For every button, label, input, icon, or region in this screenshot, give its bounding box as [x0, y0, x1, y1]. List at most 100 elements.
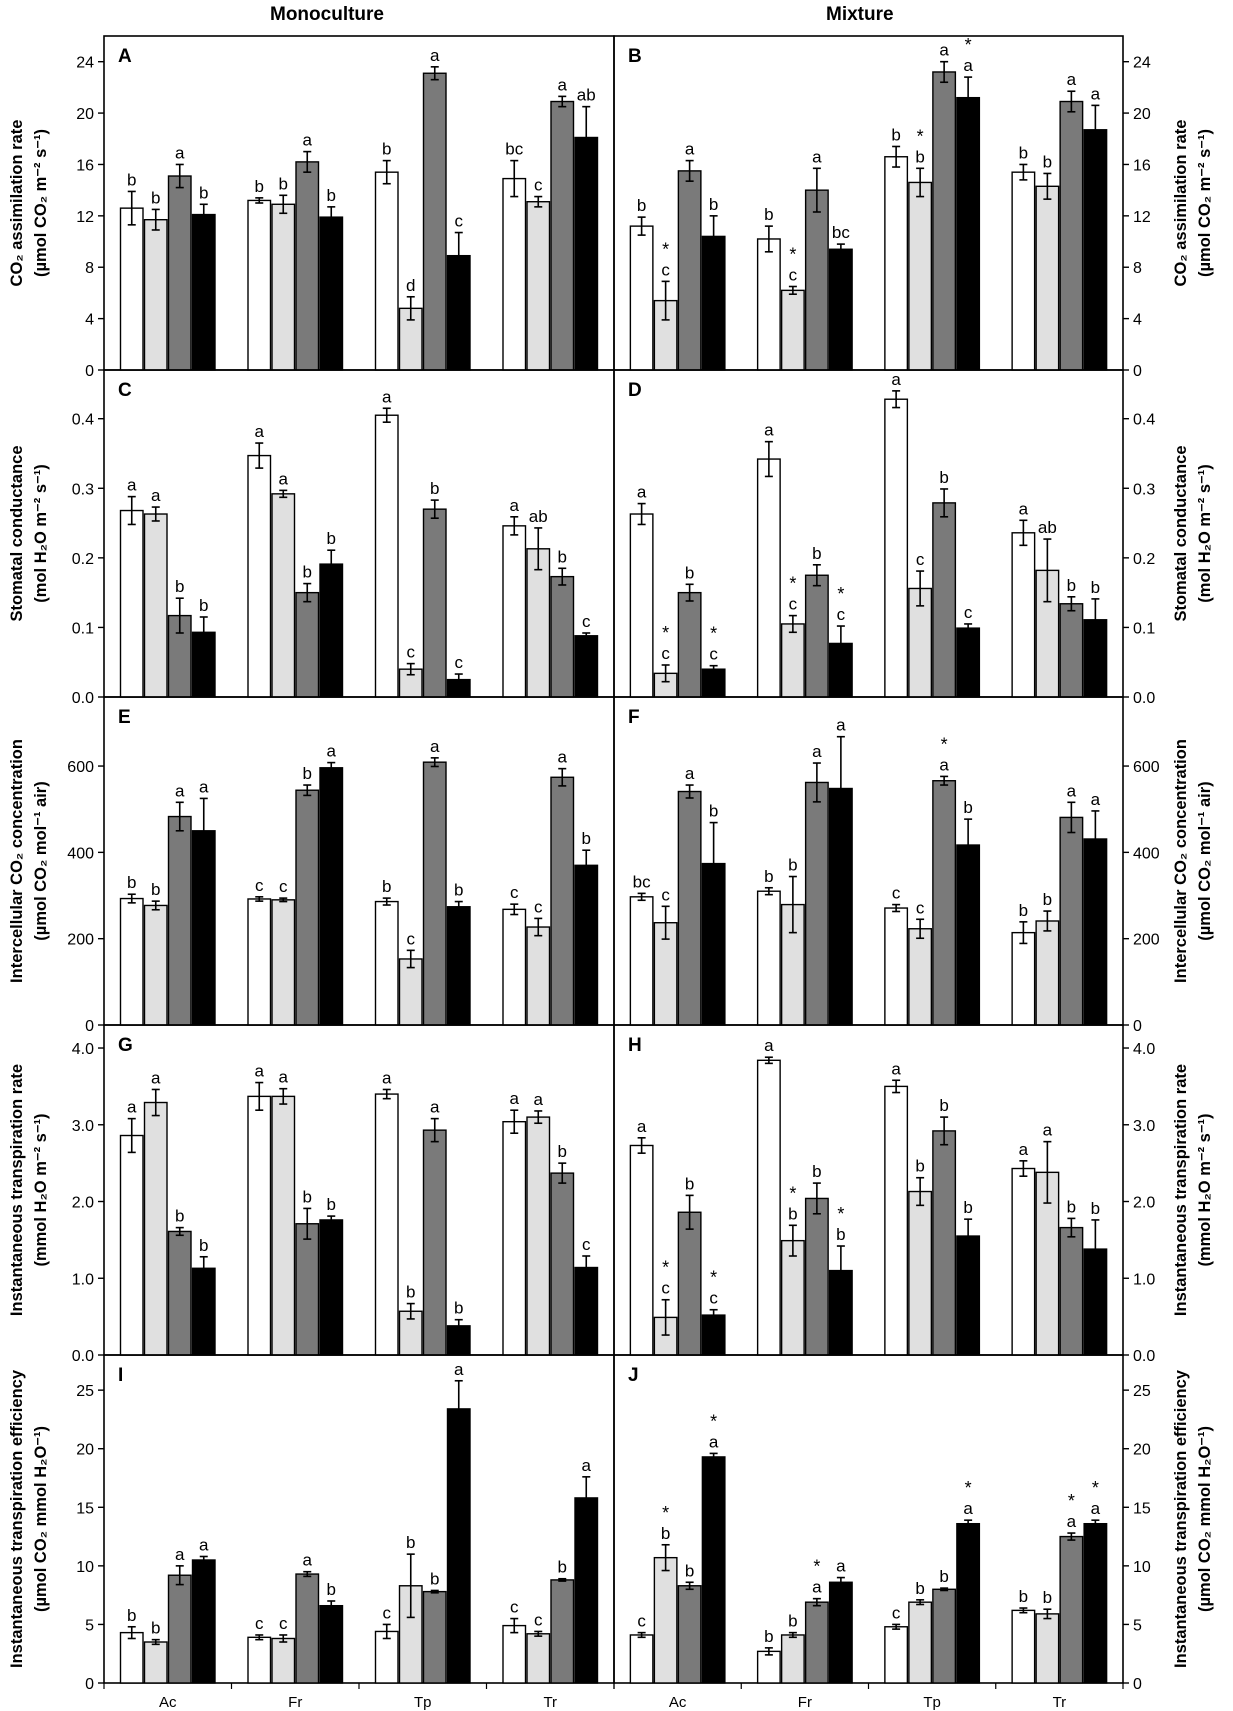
significance-letter: c [892, 1603, 901, 1622]
bar [804, 189, 829, 371]
significance-letter: b [279, 174, 288, 193]
significance-letter: c [407, 929, 416, 948]
significance-letter: a [812, 1578, 822, 1597]
bar [1035, 185, 1060, 371]
y-tick-label: 3.0 [1133, 1118, 1155, 1135]
significance-letter: ab [529, 507, 548, 526]
significance-letter: bc [832, 223, 850, 242]
significance-letter: c [510, 1598, 519, 1617]
bar [828, 248, 853, 371]
significance-star: * [965, 35, 972, 55]
significance-letter: b [709, 195, 718, 214]
bar [780, 289, 805, 371]
x-tick-label: Fr [288, 1694, 302, 1711]
bar [119, 207, 144, 371]
significance-letter: a [151, 486, 161, 505]
significance-letter: c [582, 612, 591, 631]
panel-label: E [118, 707, 131, 728]
bar [1011, 1167, 1036, 1356]
y-tick-label: 3.0 [72, 1118, 94, 1135]
y-tick-label: 0.4 [1133, 412, 1155, 429]
bar [780, 623, 805, 698]
panel-label: A [118, 46, 132, 67]
significance-letter: a [510, 496, 520, 515]
bar [502, 908, 527, 1026]
significance-letter: b [963, 1198, 972, 1217]
significance-letter: b [454, 1299, 463, 1318]
bar [932, 502, 957, 698]
significance-letter: b [939, 1096, 948, 1115]
y-tick-label: 8 [1133, 260, 1142, 277]
bar [574, 635, 599, 698]
significance-letter: b [1067, 1197, 1076, 1216]
x-tick-label: Tp [923, 1694, 941, 1711]
significance-letter: a [1019, 1140, 1029, 1159]
bar [422, 1590, 447, 1684]
y-axis-title-left: (µmol CO₂ m⁻² s⁻¹) [32, 129, 50, 277]
significance-letter: ab [1038, 518, 1057, 537]
significance-letter: c [661, 1279, 670, 1298]
y-axis-title-left: (mmol H₂O m⁻² s⁻¹) [32, 1113, 50, 1266]
bar [677, 1585, 702, 1684]
bar [422, 1129, 447, 1356]
significance-letter: c [510, 883, 519, 902]
significance-letter: a [382, 1068, 392, 1087]
x-tick-label: Fr [798, 1694, 812, 1711]
significance-letter: b [558, 1142, 567, 1161]
bar [319, 563, 344, 698]
bar [295, 161, 320, 371]
column-title-mixture: Mixture [826, 4, 894, 25]
significance-star: * [710, 1268, 717, 1288]
significance-letter: b [709, 802, 718, 821]
bar [756, 1650, 781, 1684]
significance-letter: c [455, 212, 464, 231]
significance-letter: b [661, 1524, 670, 1543]
bar [629, 896, 654, 1026]
significance-letter: b [685, 1174, 694, 1193]
significance-letter: b [788, 1204, 797, 1223]
significance-letter: c [534, 897, 543, 916]
significance-letter: a [255, 422, 265, 441]
significance-letter: a [764, 1036, 774, 1055]
significance-letter: c [789, 266, 798, 285]
significance-letter: a [327, 742, 337, 761]
bar [247, 454, 272, 698]
significance-letter: b [327, 529, 336, 548]
significance-letter: c [964, 603, 973, 622]
bar [119, 1631, 144, 1684]
bar [956, 1235, 981, 1356]
bar [502, 177, 527, 371]
significance-letter: a [127, 1098, 137, 1117]
significance-letter: b [127, 1606, 136, 1625]
significance-letter: a [764, 421, 774, 440]
bar [143, 513, 168, 698]
y-tick-label: 0.3 [72, 481, 94, 498]
y-axis-title-right: (µmol CO₂ mmol H₂O⁻¹) [1196, 1426, 1214, 1612]
significance-letter: b [406, 1283, 415, 1302]
bar [398, 958, 423, 1026]
x-tick-label: Tp [414, 1694, 432, 1711]
y-axis-title-right: Intercellular CO₂ concentration [1172, 739, 1190, 983]
bar [247, 199, 272, 371]
bar [295, 789, 320, 1026]
significance-letter: a [279, 469, 289, 488]
bar [1011, 1609, 1036, 1684]
bar [526, 926, 551, 1026]
significance-letter: a [1067, 781, 1077, 800]
bar [653, 1556, 678, 1684]
bar [1011, 931, 1036, 1026]
y-axis-title-left: Intercellular CO₂ concentration [8, 739, 26, 983]
significance-letter: a [637, 1117, 647, 1136]
bar [526, 1116, 551, 1356]
y-tick-label: 10 [76, 1559, 94, 1576]
panel-label: G [118, 1035, 133, 1056]
y-tick-label: 0 [1133, 1676, 1142, 1693]
bar [884, 398, 909, 698]
significance-letter: b [1019, 901, 1028, 920]
bar [247, 1095, 272, 1356]
significance-letter: c [637, 1612, 646, 1631]
